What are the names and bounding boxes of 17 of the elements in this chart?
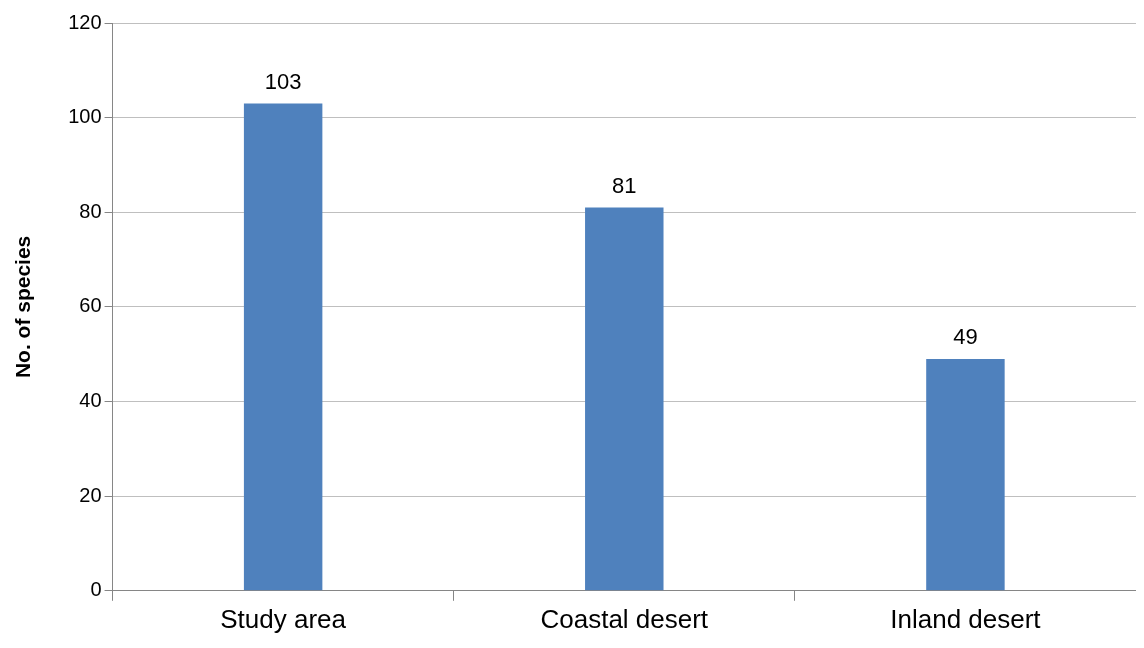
y-tick-label: 40 [79,389,102,412]
data-label: 49 [953,324,978,350]
bar [243,103,323,591]
data-label: 81 [612,172,637,198]
x-tick-label: Study area [220,603,347,634]
y-tick-label: 120 [68,10,102,33]
x-tick-label: Inland desert [890,603,1042,634]
y-tick-label: 80 [79,199,102,222]
x-tick-label: Coastal desert [540,603,709,634]
y-tick-label: 20 [79,483,102,506]
y-tick-label: 0 [90,578,102,601]
data-label: 103 [264,68,302,94]
y-tick-label: 100 [68,105,102,128]
y-tick-label: 60 [79,294,102,317]
y-axis-title: No. of species [11,235,35,379]
bar [926,358,1005,591]
bar [585,207,664,591]
